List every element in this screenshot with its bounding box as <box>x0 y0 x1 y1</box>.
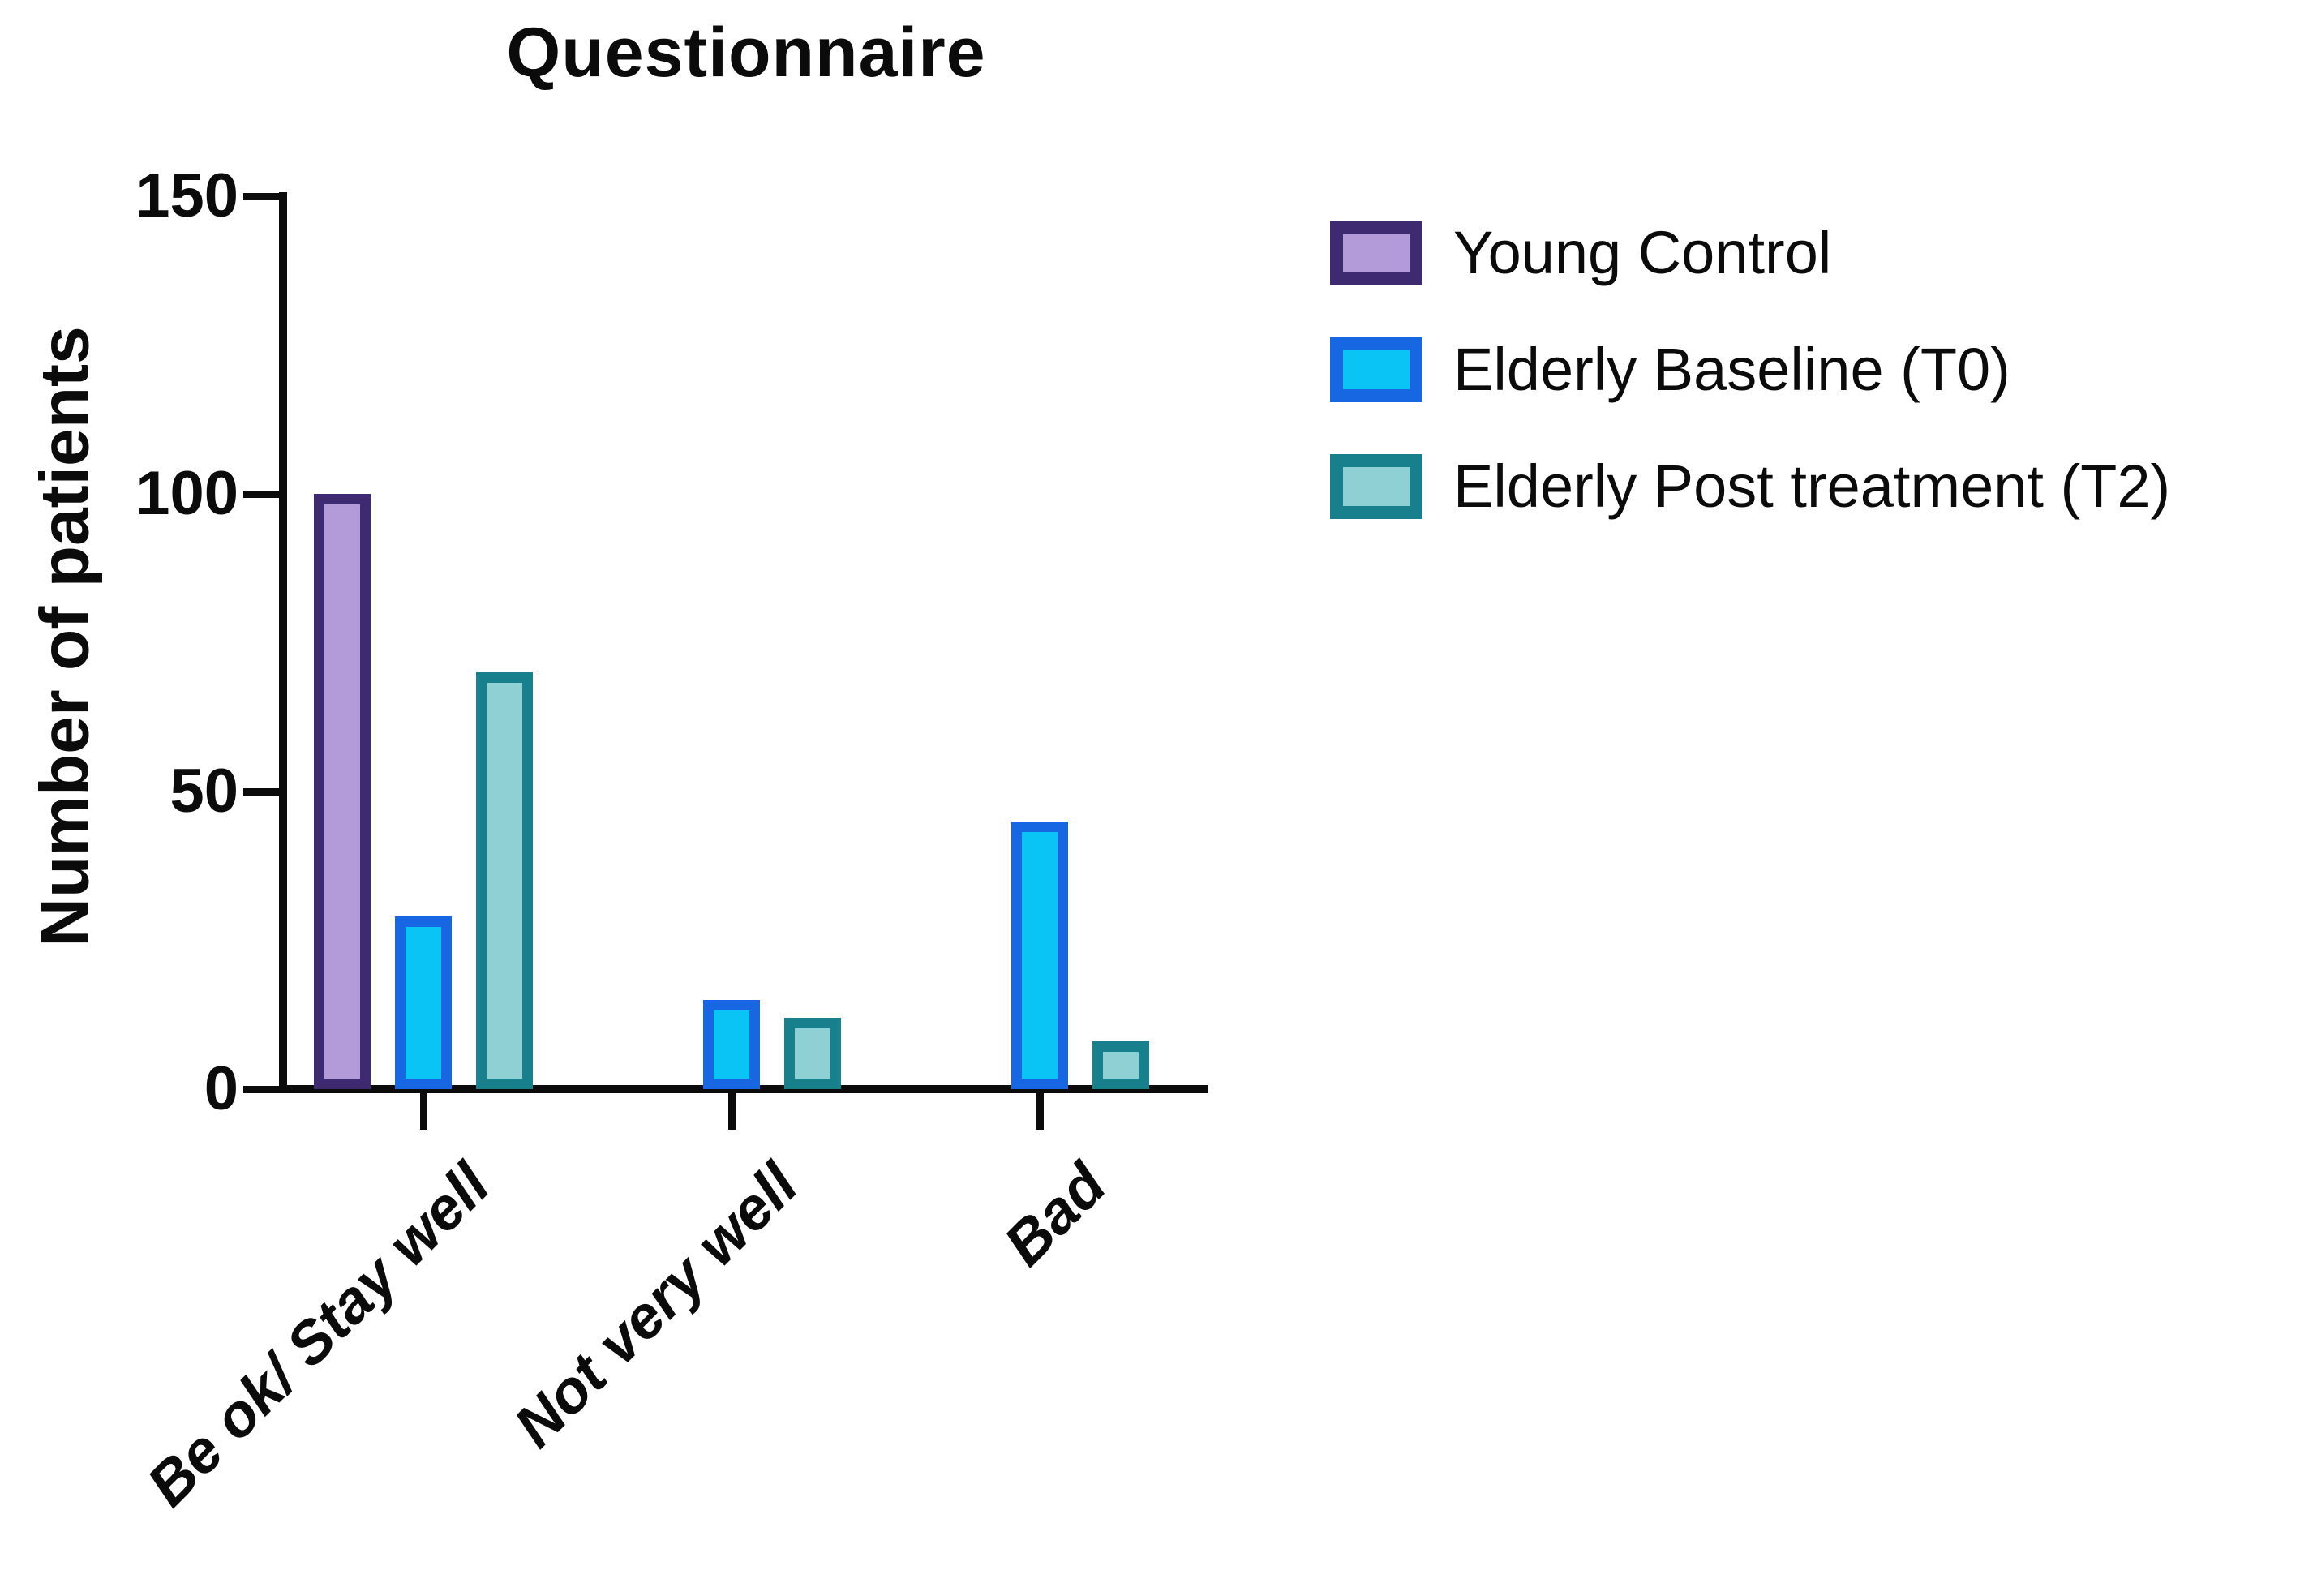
legend-item-elderly-baseline-t0: Elderly Baseline (T0) <box>1330 337 2010 402</box>
legend-label-elderly-baseline-t0: Elderly Baseline (T0) <box>1453 336 2010 403</box>
y-tick-label-50: 50 <box>169 757 238 826</box>
x-axis-line <box>279 1085 1208 1093</box>
legend-item-young-control: Young Control <box>1330 221 1831 285</box>
bar-elderly-post-treatment-t2-bad <box>1092 1041 1149 1089</box>
bar-elderly-baseline-t0-bad <box>1011 821 1068 1089</box>
x-tick-bad <box>1036 1089 1044 1130</box>
y-tick-150 <box>243 192 279 200</box>
bar-elderly-post-treatment-t2-be-ok-stay-well <box>476 672 533 1089</box>
legend-swatch-young-control <box>1330 221 1422 285</box>
legend-item-elderly-post-treatment-t2: Elderly Post treatment (T2) <box>1330 454 2170 519</box>
legend-label-elderly-post-treatment-t2: Elderly Post treatment (T2) <box>1453 453 2171 520</box>
bar-young-control-be-ok-stay-well <box>314 494 371 1089</box>
bar-elderly-baseline-t0-not-very-well <box>703 999 760 1089</box>
legend-label-young-control: Young Control <box>1453 219 1832 286</box>
y-tick-100 <box>243 490 279 498</box>
x-tick-not-very-well <box>727 1089 736 1130</box>
legend-swatch-elderly-baseline-t0 <box>1330 337 1422 402</box>
bar-elderly-baseline-t0-be-ok-stay-well <box>395 916 452 1089</box>
chart-title: Questionnaire <box>506 14 986 92</box>
y-tick-label-0: 0 <box>204 1054 238 1123</box>
y-tick-label-150: 150 <box>135 161 238 230</box>
legend-swatch-elderly-post-treatment-t2 <box>1330 454 1422 519</box>
x-category-label-bad: Bad <box>990 1150 1119 1279</box>
y-axis-label: Number of patients <box>26 326 103 947</box>
y-tick-0 <box>243 1085 279 1093</box>
bar-elderly-post-treatment-t2-not-very-well <box>784 1017 841 1089</box>
y-axis-line <box>279 192 287 1093</box>
x-tick-be-ok-stay-well <box>419 1089 427 1130</box>
y-tick-50 <box>243 787 279 796</box>
y-tick-label-100: 100 <box>135 459 238 528</box>
